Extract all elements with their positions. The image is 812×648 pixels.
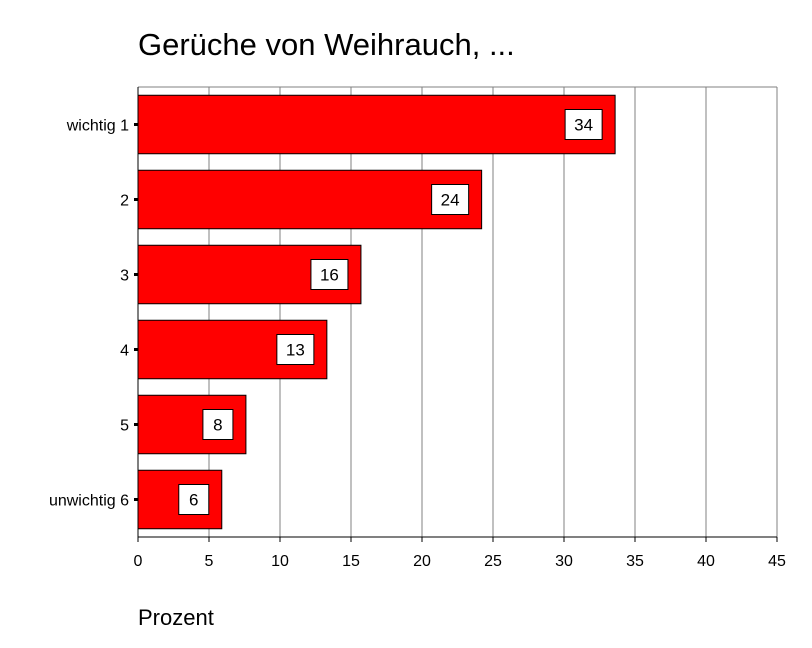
x-tick-label: 15 [342,553,360,570]
x-tick-label: 40 [697,553,715,570]
x-tick-label: 35 [626,553,644,570]
data-label: 13 [286,341,305,360]
bars: 34 24 16 13 8 6 [137,94,616,530]
data-label: 34 [574,116,593,135]
y-tick-label: 3 [120,268,129,285]
x-tick-label: 0 [134,553,143,570]
y-tick-label: 4 [120,343,129,360]
data-label: 16 [320,266,339,285]
data-label: 6 [189,491,198,510]
grid [138,86,778,537]
x-tick-label: 10 [271,553,289,570]
data-label-box [431,184,470,215]
x-tick-label: 20 [413,553,431,570]
x-tick-label: 25 [484,553,502,570]
data-label-box [564,109,603,140]
bar [137,169,483,230]
x-tick-label: 45 [768,553,786,570]
x-tick-label: 30 [555,553,573,570]
data-label: 24 [441,191,460,210]
data-label-box [310,259,349,290]
x-axis-label: Prozent [138,605,214,630]
data-label-box [202,409,234,440]
y-tick-label: wichtig 1 [66,118,129,135]
y-tick-label: 2 [120,193,129,210]
y-tick-label: 5 [120,418,129,435]
data-label: 8 [213,416,222,435]
y-tick-label: unwichtig 6 [49,493,129,510]
x-tick-label: 5 [205,553,214,570]
bar [137,94,616,155]
chart-title: Gerüche von Weihrauch, ... [138,27,515,62]
data-label-box [178,484,210,515]
data-label-box [276,334,315,365]
